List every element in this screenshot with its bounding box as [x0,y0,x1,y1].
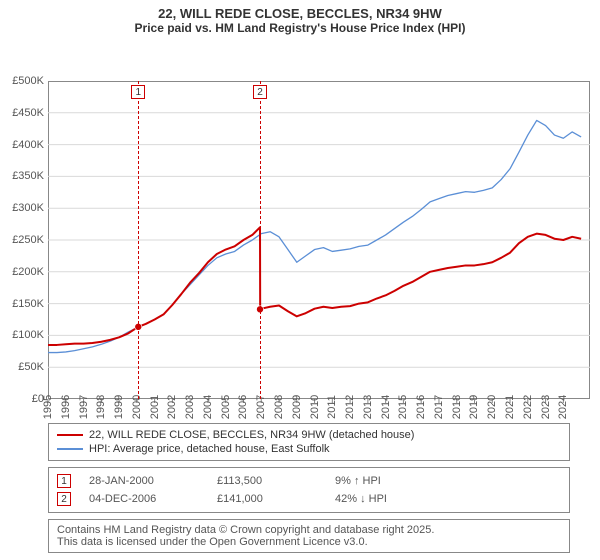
x-tick-label: 1997 [78,395,90,419]
x-tick-label: 2012 [344,395,356,419]
x-tick-label: 2002 [166,395,178,419]
event-line [138,81,139,399]
x-tick-label: 1996 [60,395,72,419]
x-tick-label: 2003 [184,395,196,419]
chart-svg [0,39,600,419]
event-row: 1 28-JAN-2000 £113,500 9% ↑ HPI [57,472,561,490]
y-tick-label: £100K [0,329,44,341]
chart-subtitle: Price paid vs. HM Land Registry's House … [0,21,600,39]
x-tick-label: 1995 [42,395,54,419]
series-price_paid [48,227,581,345]
x-tick-label: 2018 [451,395,463,419]
event-marker: 1 [131,85,145,99]
x-tick-label: 2014 [380,395,392,419]
x-tick-label: 2020 [486,395,498,419]
events-table: 1 28-JAN-2000 £113,500 9% ↑ HPI 2 04-DEC-2006… [48,467,570,513]
x-tick-label: 2013 [362,395,374,419]
y-tick-label: £250K [0,234,44,246]
x-tick-label: 2006 [237,395,249,419]
x-tick-label: 1999 [113,395,125,419]
y-tick-label: £350K [0,170,44,182]
event-price: £113,500 [217,475,317,487]
y-tick-label: £0 [0,393,44,405]
x-tick-label: 2000 [131,395,143,419]
event-badge: 2 [57,492,71,506]
series-hpi [48,120,581,352]
legend-swatch [57,434,83,436]
x-tick-label: 2015 [397,395,409,419]
event-delta: 42% ↓ HPI [335,493,387,505]
event-date: 28-JAN-2000 [89,475,199,487]
legend-swatch [57,448,83,449]
chart-area: £0 £50K £100K £150K £200K £250K £300K £350K £400… [0,39,600,419]
legend-item: HPI: Average price, detached house, East… [57,442,561,456]
x-tick-label: 2016 [415,395,427,419]
attribution-line: This data is licensed under the Open Gov… [57,536,561,548]
y-tick-label: £500K [0,75,44,87]
x-tick-label: 2001 [149,395,161,419]
y-tick-label: £50K [0,361,44,373]
legend-item: 22, WILL REDE CLOSE, BECCLES, NR34 9HW (… [57,428,561,442]
y-tick-label: £300K [0,202,44,214]
x-tick-label: 2019 [468,395,480,419]
x-tick-label: 2024 [557,395,569,419]
x-tick-label: 2005 [220,395,232,419]
legend: 22, WILL REDE CLOSE, BECCLES, NR34 9HW (… [48,423,570,461]
x-tick-label: 2022 [522,395,534,419]
y-tick-label: £200K [0,266,44,278]
event-line [260,81,261,399]
x-tick-label: 2004 [202,395,214,419]
x-tick-label: 2007 [255,395,267,419]
legend-label: 22, WILL REDE CLOSE, BECCLES, NR34 9HW (… [89,429,414,441]
event-row: 2 04-DEC-2006 £141,000 42% ↓ HPI [57,490,561,508]
chart-title: 22, WILL REDE CLOSE, BECCLES, NR34 9HW [0,0,600,21]
event-date: 04-DEC-2006 [89,493,199,505]
x-tick-label: 2017 [433,395,445,419]
attribution-line: Contains HM Land Registry data © Crown c… [57,524,561,536]
event-marker: 2 [253,85,267,99]
x-tick-label: 2023 [540,395,552,419]
x-tick-label: 2010 [309,395,321,419]
y-tick-label: £450K [0,107,44,119]
y-tick-label: £400K [0,139,44,151]
event-price: £141,000 [217,493,317,505]
x-tick-label: 2009 [291,395,303,419]
x-tick-label: 1998 [95,395,107,419]
x-tick-label: 2011 [326,395,338,419]
event-badge: 1 [57,474,71,488]
x-tick-label: 2021 [504,395,516,419]
y-tick-label: £150K [0,298,44,310]
event-delta: 9% ↑ HPI [335,475,381,487]
x-tick-label: 2008 [273,395,285,419]
attribution: Contains HM Land Registry data © Crown c… [48,519,570,553]
legend-label: HPI: Average price, detached house, East… [89,443,330,455]
